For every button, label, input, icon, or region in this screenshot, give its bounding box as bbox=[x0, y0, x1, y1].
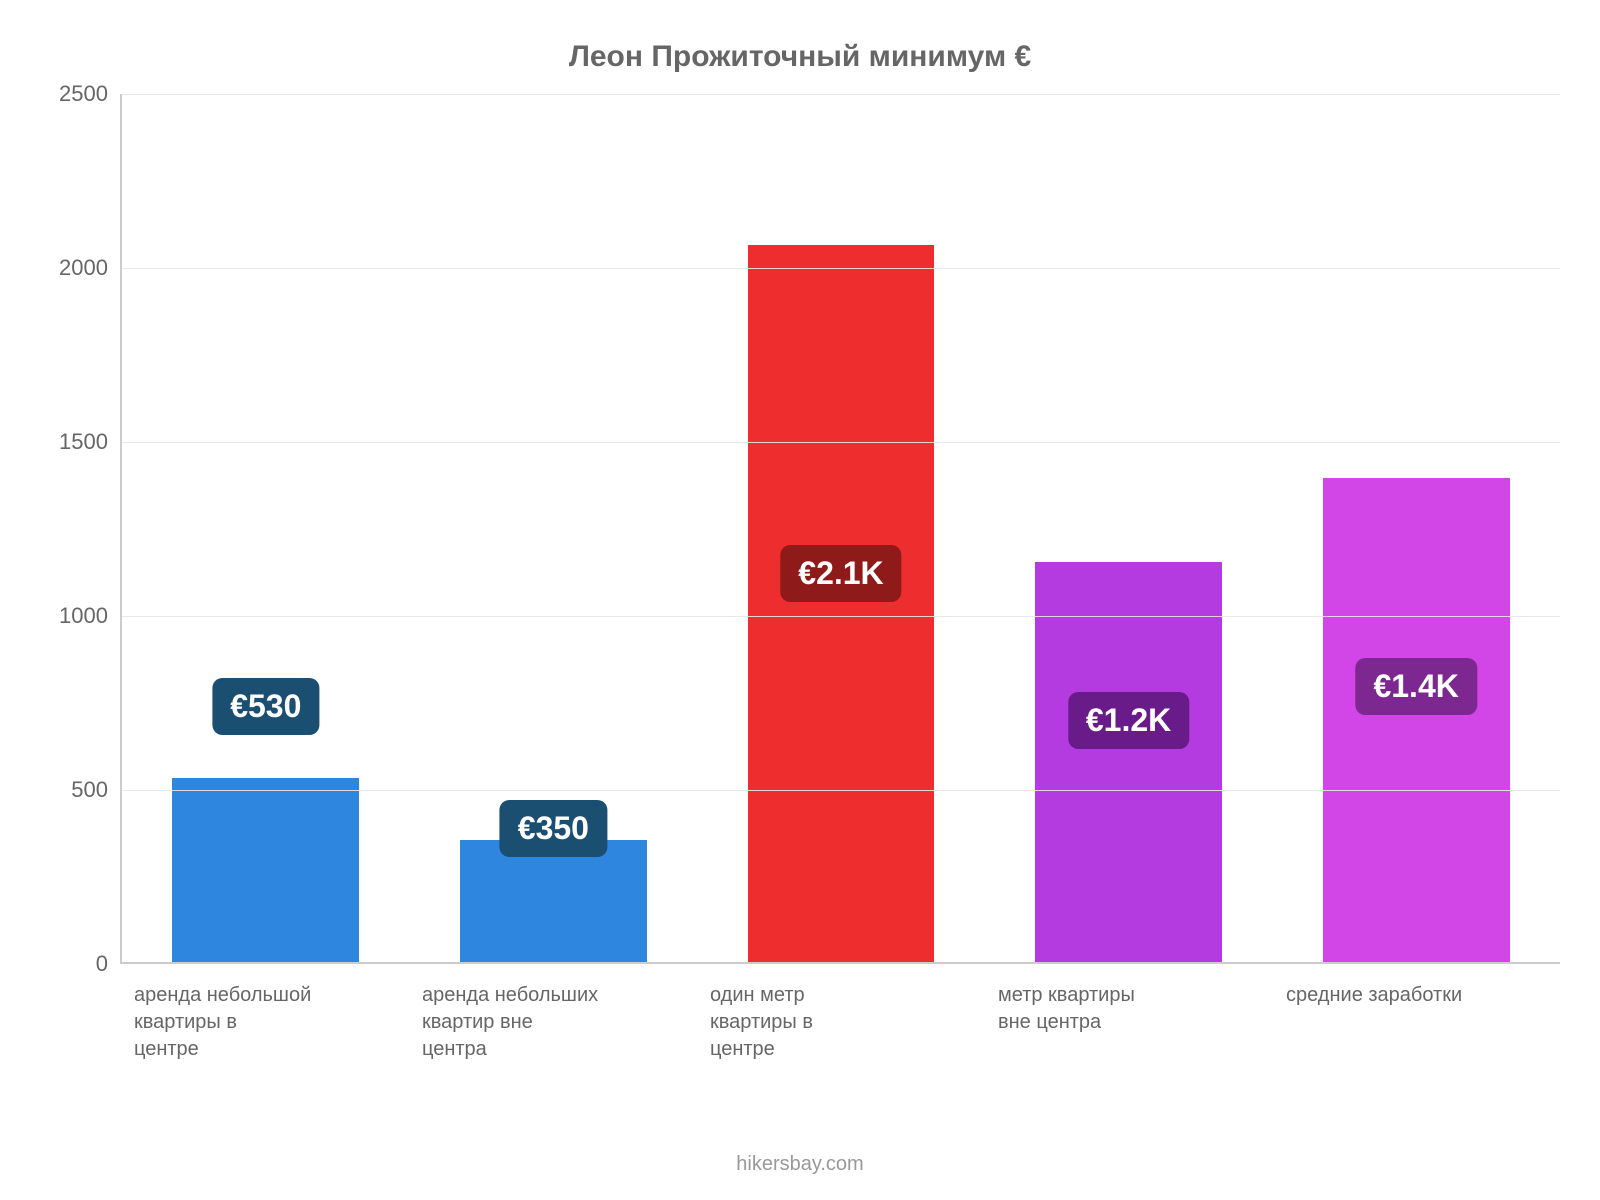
x-tick-label: метр квартирывне центра bbox=[984, 982, 1272, 1063]
bar: €1.2K bbox=[1035, 562, 1222, 962]
value-badge: €1.2K bbox=[1068, 692, 1189, 749]
y-tick-label: 0 bbox=[96, 951, 108, 977]
y-tick-label: 2000 bbox=[59, 255, 108, 281]
y-tick-label: 500 bbox=[71, 777, 108, 803]
bar-slot: €350 bbox=[410, 94, 698, 962]
bars-layer: €530 €350 €2.1K €1.2K €1.4K bbox=[122, 94, 1560, 962]
x-tick-label: аренда небольшойквартиры вцентре bbox=[120, 982, 408, 1063]
bar: €1.4K bbox=[1323, 478, 1510, 962]
chart-container: Леон Прожиточный минимум € 0 500 1000 1500 2… bbox=[0, 0, 1600, 1200]
x-tick-label: аренда небольшихквартир внецентра bbox=[408, 982, 696, 1063]
x-tick-label: средние заработки bbox=[1272, 982, 1560, 1063]
bar-slot: €1.2K bbox=[985, 94, 1273, 962]
y-tick-label: 2500 bbox=[59, 81, 108, 107]
bar-slot: €530 bbox=[122, 94, 410, 962]
y-tick-label: 1500 bbox=[59, 429, 108, 455]
chart-row: 05001000150020002500 €530€350€2.1K€1.2K€… bbox=[40, 94, 1560, 1063]
grid-line bbox=[122, 616, 1560, 617]
value-badge: €2.1K bbox=[780, 545, 901, 602]
value-badge: €350 bbox=[500, 800, 607, 857]
grid-line bbox=[122, 442, 1560, 443]
attribution: hikersbay.com bbox=[0, 1153, 1600, 1176]
plot-wrap: €530 €350 €2.1K €1.2K €1.4K аренда небольшой… bbox=[120, 94, 1560, 1063]
y-tick-label: 1000 bbox=[59, 603, 108, 629]
x-axis-labels: аренда небольшойквартиры вцентреаренда н… bbox=[120, 982, 1560, 1063]
bar: €350 bbox=[460, 840, 647, 962]
grid-line bbox=[122, 268, 1560, 269]
grid-line bbox=[122, 790, 1560, 791]
x-tick-label: один метрквартиры вцентре bbox=[696, 982, 984, 1063]
grid-line bbox=[122, 94, 1560, 95]
bar: €530 bbox=[172, 778, 359, 962]
value-badge: €1.4K bbox=[1355, 658, 1476, 715]
chart-title: Леон Прожиточный минимум € bbox=[40, 40, 1560, 74]
plot-area: €530 €350 €2.1K €1.2K €1.4K bbox=[120, 94, 1560, 964]
bar: €2.1K bbox=[748, 245, 935, 962]
bar-slot: €1.4K bbox=[1272, 94, 1560, 962]
value-badge: €530 bbox=[212, 678, 319, 735]
y-axis: 05001000150020002500 bbox=[40, 94, 120, 964]
bar-slot: €2.1K bbox=[697, 94, 985, 962]
